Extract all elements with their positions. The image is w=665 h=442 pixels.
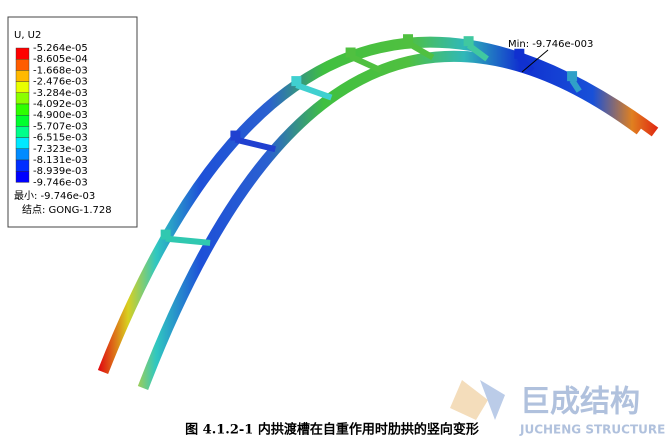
caption: 图 4.1.2-1 内拱渡槽在自重作用时肋拱的竖向变形 — [185, 422, 479, 438]
legend-swatch — [15, 170, 30, 183]
arch-model — [97, 34, 659, 390]
legend-label: -8.939e-03 — [33, 166, 88, 177]
joint — [514, 48, 525, 59]
joint — [291, 76, 302, 87]
annotation-leader — [521, 49, 549, 73]
legend-swatch — [15, 114, 30, 127]
legend-label: -8.131e-03 — [33, 155, 88, 166]
legend-label: -7.323e-03 — [33, 144, 88, 155]
watermark-logo — [450, 380, 488, 420]
watermark-subtitle: JUCHENG STRUCTURE — [519, 423, 665, 437]
watermark-name: 巨成结构 — [520, 385, 640, 420]
rung — [406, 40, 435, 61]
rung — [234, 136, 276, 153]
legend-box — [7, 16, 138, 228]
legend-swatch — [15, 137, 30, 150]
legend-label: -5.264e-05 — [33, 43, 88, 54]
legend-swatch — [15, 159, 30, 172]
legend-label: -5.707e-03 — [33, 121, 88, 132]
legend-swatch — [15, 59, 30, 71]
legend-title: U, U2 — [14, 30, 41, 41]
rung — [349, 53, 383, 74]
joint — [345, 47, 356, 58]
legend: U, U2 最小: -9.746e-03 结点: GONG-1.728 -5.2… — [7, 16, 138, 228]
legend-swatch — [15, 81, 30, 93]
watermark: 巨成结构 JUCHENG STRUCTURE — [450, 380, 665, 437]
legend-swatch — [15, 126, 30, 138]
legend-swatch — [15, 92, 30, 105]
legend-label: -8.605e-04 — [33, 54, 88, 65]
legend-label: -3.284e-03 — [33, 88, 88, 99]
rung — [295, 82, 333, 101]
legend-swatch — [15, 70, 30, 82]
legend-label: -6.515e-03 — [33, 133, 88, 144]
legend-label: -4.092e-03 — [33, 99, 88, 110]
joint — [403, 34, 414, 45]
legend-label: -2.476e-03 — [33, 77, 88, 88]
rung — [466, 42, 489, 62]
rib — [97, 36, 659, 375]
rung — [517, 55, 535, 73]
legend-label: -1.668e-03 — [33, 65, 88, 76]
rung — [165, 235, 211, 246]
rib — [137, 50, 644, 390]
legend-swatch — [15, 47, 30, 60]
legend-swatch — [15, 148, 30, 161]
legend-label: -4.900e-03 — [33, 110, 88, 121]
legend-swatch — [15, 103, 30, 116]
joint — [463, 36, 474, 47]
joint — [230, 130, 241, 141]
watermark-logo — [480, 380, 505, 420]
legend-node: 结点: GONG-1.728 — [22, 203, 112, 216]
joint — [160, 229, 171, 240]
legend-min: 最小: -9.746e-03 — [14, 190, 95, 202]
legend-label: -9.746e-03 — [33, 177, 88, 188]
min-annotation: Min: -9.746e-003 — [508, 39, 593, 50]
rung — [569, 78, 582, 93]
joint — [567, 71, 578, 82]
